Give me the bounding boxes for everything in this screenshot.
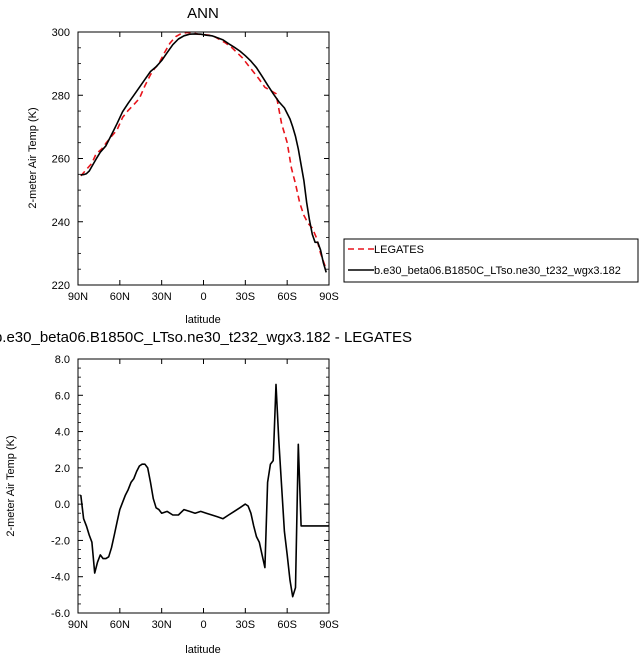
bottom-series-model-line	[80, 383, 329, 598]
legend-box	[343, 238, 639, 283]
bottom-ytick-label: 4.0	[55, 427, 70, 439]
bottom-xtick-label: 30S	[236, 619, 256, 631]
top-xtick-label: 90S	[319, 291, 339, 303]
top-chart-title: ANN	[187, 5, 219, 22]
bottom-ytick-label: -2.0	[51, 535, 70, 547]
top-chart: ANN 90N 60N 30N 0 30S 60S 90S 220 240 260 280 300 l…	[27, 5, 639, 326]
bottom-xtick-label: 90S	[319, 619, 339, 631]
bottom-xaxis-label: latitude	[185, 644, 220, 656]
bottom-chart: b.e30_beta06.B1850C_LTso.ne30_t232_wgx3.…	[0, 329, 412, 656]
top-ytick-label: 240	[52, 217, 70, 229]
top-ytick-label: 260	[52, 154, 70, 166]
top-series-legates-line	[80, 31, 327, 270]
bottom-ytick-label: -6.0	[51, 608, 70, 620]
bottom-plot-frame	[77, 358, 330, 614]
bottom-xtick-label: 0	[200, 619, 206, 631]
top-xaxis-label: latitude	[185, 314, 220, 326]
bottom-xtick-label: 60S	[277, 619, 297, 631]
top-xtick-label: 0	[200, 291, 206, 303]
top-xtick-label: 30N	[152, 291, 172, 303]
bottom-ytick-label: 0.0	[55, 499, 70, 511]
legend-model-label: b.e30_beta06.B1850C_LTso.ne30_t232_wgx3.…	[374, 265, 621, 277]
bottom-chart-title: b.e30_beta06.B1850C_LTso.ne30_t232_wgx3.…	[0, 329, 412, 346]
top-series-model-line	[80, 33, 327, 273]
bottom-xtick-label: 30N	[152, 619, 172, 631]
top-ytick-label: 280	[52, 90, 70, 102]
top-xtick-label: 60N	[110, 291, 130, 303]
top-plot-frame	[77, 31, 330, 286]
bottom-ytick-label: -4.0	[51, 572, 70, 584]
bottom-ytick-label: 6.0	[55, 390, 70, 402]
top-legend: LEGATES b.e30_beta06.B1850C_LTso.ne30_t2…	[343, 238, 639, 283]
bottom-ytick-label: 2.0	[55, 463, 70, 475]
bottom-xtick-label: 60N	[110, 619, 130, 631]
top-ytick-label: 300	[52, 27, 70, 39]
bottom-yaxis-label: 2-meter Air Temp (K)	[5, 435, 17, 536]
top-xtick-label: 30S	[236, 291, 256, 303]
top-ytick-label: 220	[52, 280, 70, 292]
top-xtick-label: 60S	[277, 291, 297, 303]
bottom-ytick-label: 8.0	[55, 354, 70, 366]
bottom-xtick-label: 90N	[68, 619, 88, 631]
top-yaxis-label: 2-meter Air Temp (K)	[27, 107, 39, 208]
top-xtick-label: 90N	[68, 291, 88, 303]
legend-obs-label: LEGATES	[374, 244, 424, 256]
